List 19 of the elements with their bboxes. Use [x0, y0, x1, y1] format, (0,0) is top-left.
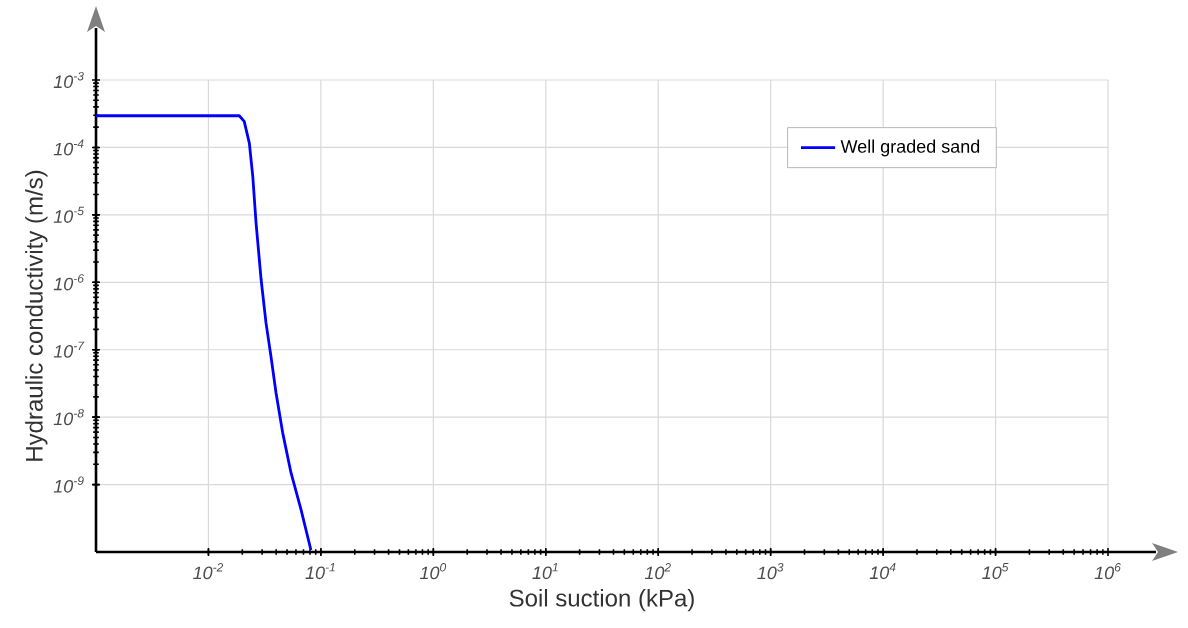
- x-tick-label: 10$^{5}$: [982, 563, 1009, 580]
- x-tick-label: 10$^{2}$: [644, 563, 671, 580]
- x-tick-label: 10$^{6}$: [1094, 563, 1121, 580]
- y-tick-label: 10$^{-6}$: [53, 274, 84, 291]
- y-axis-title: Hydraulic conductivity (m/s): [25, 170, 48, 461]
- y-tick-label: 10$^{-5}$: [53, 206, 84, 223]
- x-tick-label: 10$^{0}$: [419, 563, 447, 580]
- y-tick-label: 10$^{-4}$: [53, 139, 84, 156]
- x-tick-label: 10$^{-2}$: [193, 563, 224, 580]
- y-tick-label: 10$^{-3}$: [53, 71, 84, 89]
- x-axis-title: Soil suction (kPa): [509, 589, 694, 612]
- x-tick-label: 10$^{4}$: [869, 563, 896, 580]
- legend-label: Well graded sand: [840, 139, 980, 157]
- y-tick-label: 10$^{-9}$: [53, 476, 84, 493]
- y-tick-label: 10$^{-7}$: [53, 341, 85, 358]
- x-tick-label: 10$^{3}$: [757, 563, 784, 580]
- y-tick-label: 10$^{-8}$: [53, 409, 84, 426]
- x-tick-label: 10$^{-1}$: [305, 563, 335, 580]
- x-tick-label: 10$^{1}$: [532, 563, 558, 580]
